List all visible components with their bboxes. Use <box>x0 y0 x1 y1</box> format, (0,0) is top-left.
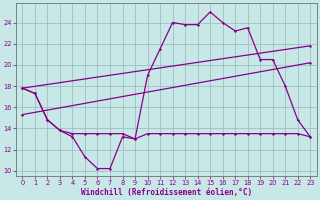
X-axis label: Windchill (Refroidissement éolien,°C): Windchill (Refroidissement éolien,°C) <box>81 188 252 197</box>
